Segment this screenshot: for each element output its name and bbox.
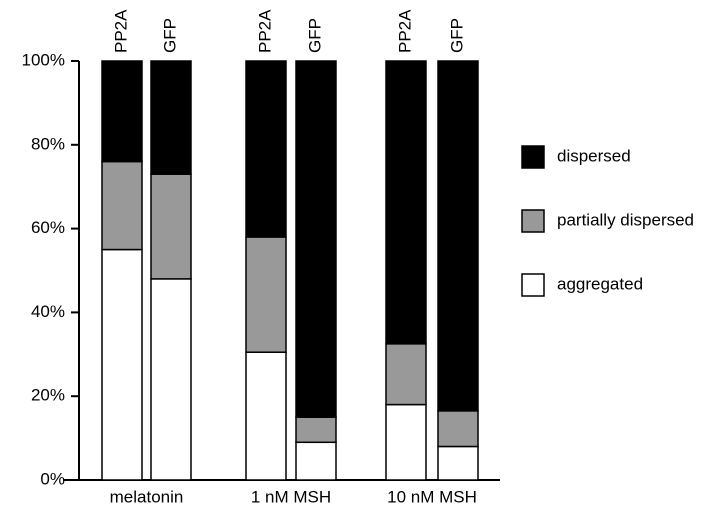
bar-segment — [437, 60, 479, 412]
legend-label: partially dispersed — [557, 210, 694, 229]
y-tick-label: 80% — [31, 134, 65, 153]
bar-segment — [295, 416, 337, 444]
bar-label: GFP — [447, 18, 466, 53]
legend-swatch — [521, 145, 545, 169]
y-tick-label: 40% — [31, 302, 65, 321]
legend-swatch — [521, 209, 545, 233]
bar-segment — [245, 236, 287, 353]
bar-segment — [295, 60, 337, 418]
group-label: melatonin — [110, 487, 184, 506]
legend-label: dispersed — [557, 146, 631, 165]
bar-label: GFP — [305, 18, 324, 53]
bar-segment — [245, 351, 287, 481]
bar-segment — [150, 173, 192, 280]
bar-segment — [295, 441, 337, 481]
group-label: 10 nM MSH — [387, 487, 477, 506]
y-tick-label: 0% — [40, 469, 65, 488]
legend-label: aggregated — [557, 274, 643, 293]
bar-segment — [101, 60, 143, 163]
bar-segment — [245, 60, 287, 238]
bar-segment — [150, 60, 192, 175]
legend-swatch — [521, 273, 545, 297]
bar-segment — [101, 248, 143, 481]
bar-segment — [385, 343, 427, 406]
y-tick-label: 100% — [22, 50, 65, 69]
bar-label: PP2A — [395, 9, 414, 53]
bar-segment — [150, 278, 192, 481]
bar-segment — [385, 403, 427, 481]
bar-segment — [437, 445, 479, 481]
bar-segment — [437, 410, 479, 448]
bar-label: PP2A — [255, 9, 274, 53]
y-tick-label: 60% — [31, 218, 65, 237]
bar-segment — [385, 60, 427, 345]
bar-label: PP2A — [111, 9, 130, 53]
bar-segment — [101, 160, 143, 251]
bar-label: GFP — [160, 18, 179, 53]
group-label: 1 nM MSH — [251, 487, 331, 506]
y-tick-label: 20% — [31, 386, 65, 405]
